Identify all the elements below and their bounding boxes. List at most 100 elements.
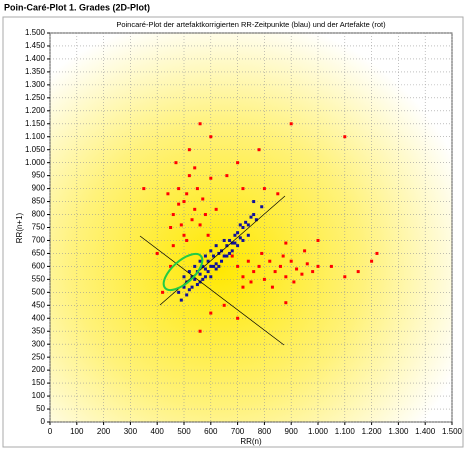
point	[241, 285, 245, 289]
y-tick-label: 600	[32, 262, 46, 271]
point	[190, 285, 194, 289]
point	[238, 223, 242, 227]
point	[260, 251, 264, 255]
point	[209, 249, 213, 253]
y-axis-title: RR(n+1)	[15, 212, 24, 243]
point	[311, 270, 315, 274]
point	[190, 218, 194, 222]
point	[171, 244, 175, 248]
chart-title: Poin-Caré-Plot 1. Grades (2D-Plot)	[4, 2, 150, 12]
point	[228, 238, 232, 242]
point	[230, 249, 234, 253]
point	[206, 259, 210, 263]
point	[281, 254, 285, 258]
point	[222, 238, 226, 242]
point	[252, 270, 256, 274]
point	[303, 249, 307, 253]
point	[193, 277, 197, 281]
point	[214, 267, 218, 271]
point	[198, 329, 202, 333]
point	[161, 290, 165, 294]
x-tick-label: 1.100	[335, 427, 356, 436]
chart-subtitle: Poincaré-Plot der artefaktkorrigierten R…	[116, 20, 386, 29]
point	[276, 192, 280, 196]
x-tick-label: 900	[285, 427, 299, 436]
point	[257, 264, 261, 268]
point	[238, 236, 242, 240]
y-tick-label: 1.300	[25, 80, 46, 89]
y-tick-label: 350	[32, 326, 46, 335]
y-tick-label: 100	[32, 391, 46, 400]
point	[201, 197, 205, 201]
point	[236, 316, 240, 320]
point	[182, 233, 186, 237]
y-tick-label: 500	[32, 287, 46, 296]
y-tick-label: 450	[32, 300, 46, 309]
point	[305, 262, 309, 266]
point	[177, 290, 181, 294]
point	[262, 277, 266, 281]
point	[236, 161, 240, 165]
point	[316, 238, 320, 242]
point	[177, 187, 181, 191]
point	[220, 259, 224, 263]
point	[198, 280, 202, 284]
point	[222, 303, 226, 307]
point	[177, 202, 181, 206]
y-tick-label: 1.350	[25, 67, 46, 76]
point	[214, 207, 218, 211]
point	[278, 264, 282, 268]
point	[185, 192, 189, 196]
point	[220, 249, 224, 253]
point	[187, 270, 191, 274]
point	[195, 187, 199, 191]
point	[292, 280, 296, 284]
point	[179, 223, 183, 227]
y-tick-label: 400	[32, 313, 46, 322]
point	[182, 200, 186, 204]
sd1-axis	[139, 235, 285, 346]
point	[201, 277, 205, 281]
point	[244, 220, 248, 224]
y-tick-label: 1.250	[25, 93, 46, 102]
point	[214, 244, 218, 248]
point	[198, 272, 202, 276]
point	[206, 233, 210, 237]
point	[270, 285, 274, 289]
point	[193, 207, 197, 211]
point	[203, 213, 207, 217]
point	[246, 233, 250, 237]
point	[236, 244, 240, 248]
point	[295, 267, 299, 271]
point	[241, 226, 245, 229]
grid	[47, 32, 453, 425]
x-tick-label: 300	[124, 427, 138, 436]
point	[198, 223, 202, 227]
point	[193, 264, 197, 268]
point	[284, 275, 288, 279]
x-tick-label: 200	[97, 427, 111, 436]
x-tick-label: 500	[177, 427, 191, 436]
point	[356, 270, 360, 274]
point	[225, 254, 229, 258]
y-tick-label: 300	[32, 339, 46, 348]
point	[179, 298, 183, 302]
x-tick-label: 0	[48, 427, 53, 436]
y-tick-label: 550	[32, 274, 46, 283]
point	[187, 288, 191, 292]
point	[230, 241, 234, 245]
y-tick-label: 0	[41, 417, 46, 426]
point	[233, 233, 237, 237]
point	[375, 251, 379, 255]
x-tick-label: 1.000	[308, 427, 329, 436]
point	[203, 254, 207, 258]
point	[257, 148, 261, 152]
point	[343, 275, 347, 279]
point	[284, 241, 288, 245]
point	[260, 205, 264, 209]
point	[187, 174, 191, 178]
x-tick-label: 400	[151, 427, 165, 436]
point	[209, 275, 213, 279]
x-tick-label: 600	[204, 427, 218, 436]
x-tick-label: 700	[231, 427, 245, 436]
